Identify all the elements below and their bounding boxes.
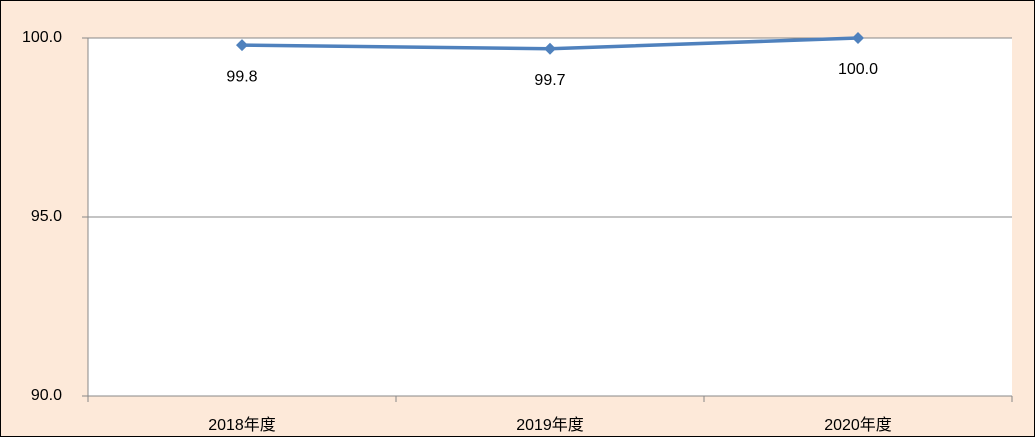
y-tick-label: 100.0 — [22, 29, 62, 46]
y-tick-label: 95.0 — [31, 208, 62, 225]
marker — [544, 42, 556, 55]
x-tick-label: 2018年度 — [208, 416, 276, 434]
data-label: 100.0 — [838, 61, 878, 78]
marker — [852, 32, 864, 44]
x-tick-label: 2019年度 — [516, 416, 584, 434]
data-label: 99.8 — [226, 68, 257, 85]
y-tick-label: 90.0 — [31, 387, 62, 404]
marker — [236, 39, 248, 52]
x-tick-label: 2020年度 — [824, 416, 892, 434]
data-label: 99.7 — [534, 72, 565, 89]
